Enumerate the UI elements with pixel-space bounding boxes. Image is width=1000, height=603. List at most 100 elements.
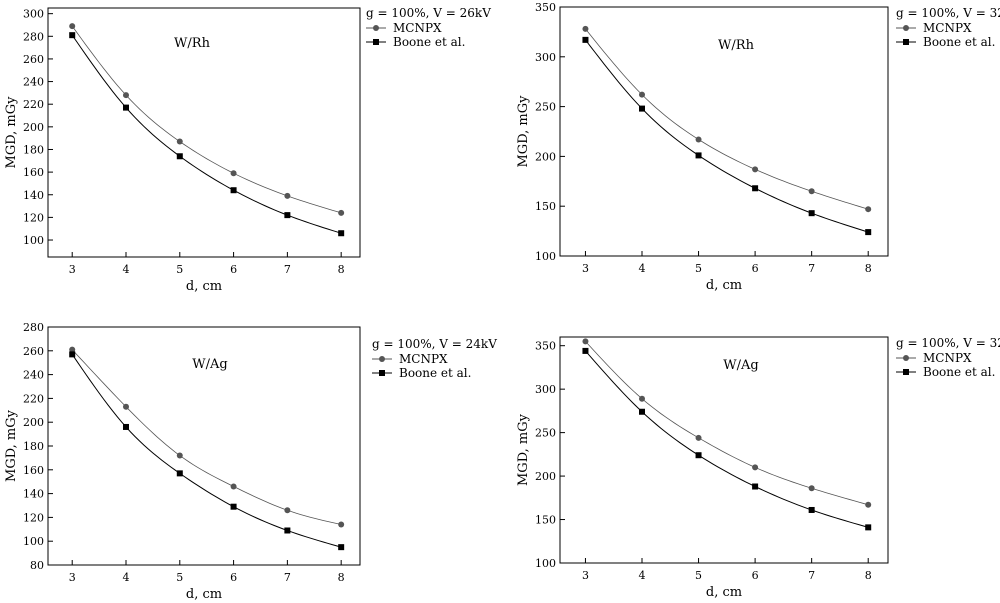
y-axis-label: MGD, mGy (4, 96, 19, 169)
x-tick-label: 5 (176, 571, 183, 584)
series-line-mcnpx (71, 25, 342, 214)
legend-title: g = 100%, V = 32kV (896, 6, 1000, 20)
plot-frame (47, 7, 361, 258)
data-point-boone (639, 105, 645, 112)
y-tick-label: 140 (23, 488, 44, 501)
y-tick-label: 160 (23, 166, 44, 179)
plot-frame (559, 6, 889, 257)
x-tick-label: 4 (123, 263, 130, 276)
data-point-boone (808, 210, 815, 217)
y-tick-label: 150 (535, 514, 556, 527)
x-tick-label: 7 (808, 262, 815, 275)
y-tick-label: 100 (535, 557, 556, 570)
y-tick-label: 300 (535, 51, 556, 64)
data-point-boone (123, 423, 129, 430)
data-point-mcnpx (230, 170, 237, 177)
series-line-boone (71, 354, 342, 548)
data-point-boone (284, 527, 291, 534)
x-axis-label: d, cm (706, 278, 742, 293)
legend-marker-circle (903, 25, 909, 31)
data-point-mcnpx (123, 403, 129, 410)
y-tick-label: 350 (535, 340, 556, 353)
series-line-mcnpx (71, 349, 342, 525)
data-point-mcnpx (752, 166, 759, 173)
data-point-boone (582, 36, 589, 43)
data-point-boone (865, 524, 872, 531)
x-tick-label: 5 (695, 262, 702, 275)
chart-panel-2: 3 4 5 6 7 8 100 150 200 250 300 350 d, cm MGD, mGy W/R… (516, 1, 1000, 293)
y-tick-label: 150 (535, 200, 556, 213)
chart-title: W/Ag (192, 357, 227, 372)
series-line-boone (585, 39, 869, 233)
y-tick-label: 120 (23, 211, 44, 224)
x-tick-label: 8 (338, 263, 345, 276)
y-tick-label: 250 (535, 101, 556, 114)
data-point-boone (176, 470, 183, 477)
legend-entry: MCNPX (393, 21, 442, 35)
x-tick-label: 4 (639, 569, 646, 582)
y-tick-label: 220 (23, 98, 44, 111)
legend-entry: MCNPX (399, 352, 448, 366)
data-point-mcnpx (695, 434, 702, 441)
y-axis-label: MGD, mGy (516, 95, 531, 168)
data-point-boone (338, 544, 345, 551)
x-tick-label: 4 (123, 571, 130, 584)
x-tick-label: 7 (808, 569, 815, 582)
legend-title: g = 100%, V = 32kV (896, 336, 1000, 350)
legend-marker-circle (903, 355, 909, 361)
data-point-mcnpx (808, 188, 815, 195)
data-point-mcnpx (230, 483, 237, 490)
chart-panel-4: 3 4 5 6 7 8 100 150 200 250 300 350 d, cm MGD, mGy W/A… (516, 336, 1000, 600)
y-tick-label: 260 (23, 53, 44, 66)
y-axis-label: MGD, mGy (516, 413, 531, 486)
data-point-boone (695, 452, 702, 459)
chart-title: W/Rh (174, 36, 211, 51)
legend-marker-circle (379, 356, 385, 362)
y-tick-label: 280 (23, 30, 44, 43)
y-tick-label: 260 (23, 345, 44, 358)
legend-marker-circle (373, 25, 379, 31)
data-point-boone (69, 351, 76, 358)
data-point-mcnpx (808, 485, 815, 492)
y-tick-label: 120 (23, 511, 44, 524)
x-tick-label: 8 (865, 569, 872, 582)
data-point-mcnpx (176, 452, 183, 459)
data-point-mcnpx (695, 136, 702, 143)
data-point-boone (865, 229, 872, 236)
y-tick-label: 350 (535, 1, 556, 14)
chart-panel-3: 3 4 5 6 7 8 80 100 120 140 160 180 200 220 240 260 280 d,… (4, 321, 497, 602)
series-line-boone (585, 350, 869, 528)
x-tick-label: 7 (284, 571, 291, 584)
x-tick-label: 7 (284, 263, 291, 276)
y-tick-label: 280 (23, 321, 44, 334)
data-point-boone (808, 506, 815, 513)
y-tick-label: 200 (23, 416, 44, 429)
y-axis-label: MGD, mGy (4, 409, 19, 482)
data-point-boone (639, 408, 645, 415)
legend-title: g = 100%, V = 24kV (372, 337, 497, 351)
x-axis-label: d, cm (186, 279, 222, 294)
x-tick-label: 4 (639, 262, 646, 275)
x-tick-label: 3 (582, 262, 589, 275)
x-axis-label: d, cm (706, 585, 742, 600)
chart-panel-1: 3 4 5 6 7 8 100 120 140 160 180 200 220 240 260 280 300 d… (4, 6, 491, 294)
x-tick-label: 6 (752, 569, 759, 582)
y-tick-label: 160 (23, 464, 44, 477)
legend-title: g = 100%, V = 26kV (366, 6, 491, 20)
chart-title: W/Rh (718, 38, 755, 53)
y-tick-label: 250 (535, 427, 556, 440)
data-point-mcnpx (865, 206, 872, 213)
data-point-boone (695, 152, 702, 159)
legend-entry: MCNPX (923, 351, 972, 365)
y-tick-label: 80 (30, 559, 44, 572)
y-tick-label: 220 (23, 392, 44, 405)
y-tick-label: 180 (23, 143, 44, 156)
data-point-mcnpx (639, 91, 645, 98)
x-tick-label: 3 (582, 569, 589, 582)
y-tick-label: 140 (23, 189, 44, 202)
series-line-boone (71, 34, 342, 234)
y-tick-label: 240 (23, 369, 44, 382)
data-point-mcnpx (752, 464, 759, 471)
y-tick-label: 100 (23, 535, 44, 548)
data-point-mcnpx (69, 23, 76, 30)
